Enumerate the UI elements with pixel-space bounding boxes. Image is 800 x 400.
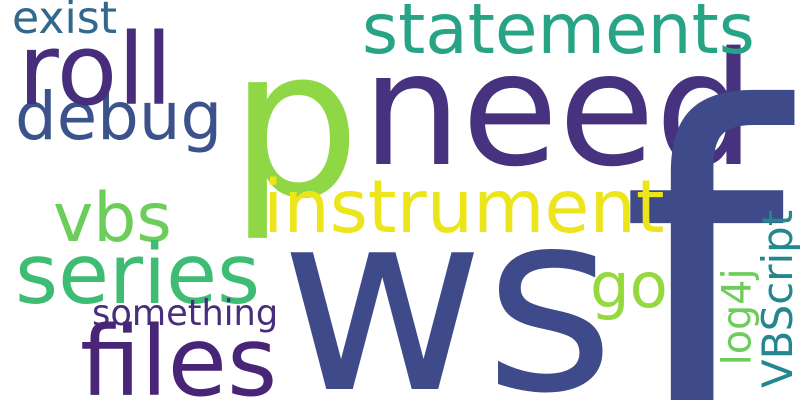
- word-vbscript: VBScript: [752, 209, 800, 388]
- word-roll: roll: [18, 12, 173, 128]
- word-files: files: [80, 305, 278, 400]
- word-something: something: [92, 293, 279, 334]
- word-instrument: instrument: [263, 165, 665, 250]
- word-need: need: [362, 18, 755, 202]
- word-vbs: vbs: [53, 178, 172, 258]
- word-ws: ws: [280, 156, 615, 400]
- word-statements: statements: [362, 0, 755, 70]
- word-f: f: [619, 10, 786, 400]
- word-go: go: [590, 249, 668, 322]
- word-debug: debug: [15, 78, 223, 155]
- word-p: p: [229, 2, 361, 244]
- word-exist: exist: [12, 0, 117, 44]
- word-series: series: [15, 225, 261, 323]
